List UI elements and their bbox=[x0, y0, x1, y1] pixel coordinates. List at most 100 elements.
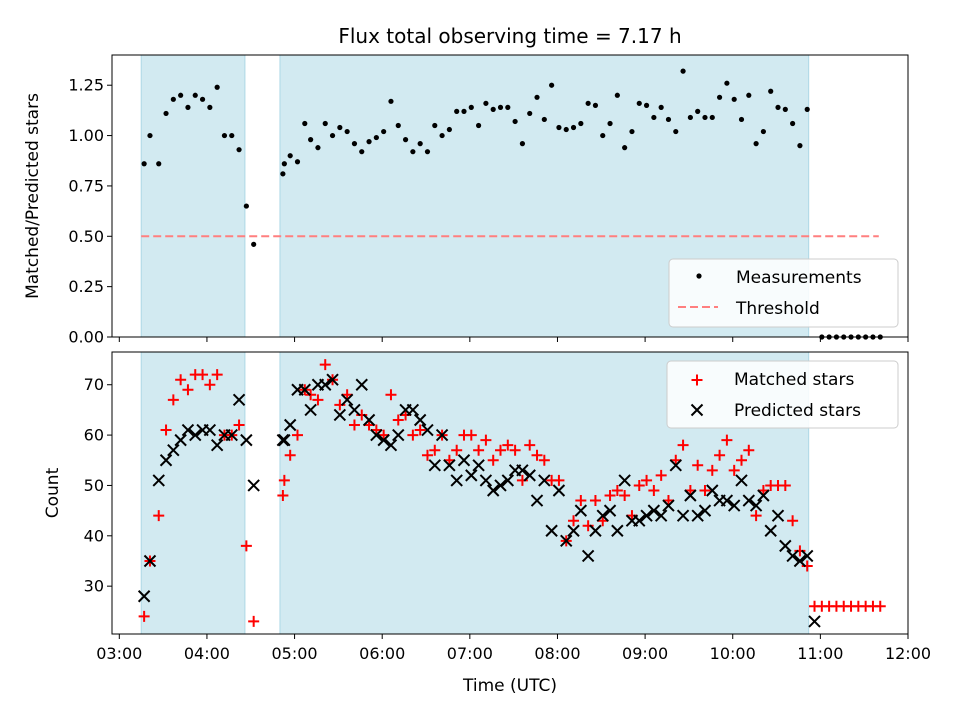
measurement-point bbox=[622, 145, 628, 151]
x-tick-label: 03:00 bbox=[96, 644, 142, 663]
predicted-point bbox=[159, 454, 173, 467]
measurement-point bbox=[731, 96, 737, 102]
measurement-point bbox=[665, 116, 672, 123]
matched-point bbox=[874, 600, 886, 612]
measurement-point bbox=[402, 137, 409, 143]
measurement-point bbox=[302, 120, 308, 127]
predicted-point bbox=[684, 489, 697, 502]
measurement-point bbox=[651, 114, 657, 121]
legend-box bbox=[666, 360, 899, 429]
measurement-point bbox=[329, 132, 336, 139]
predicted-point bbox=[596, 509, 609, 522]
measurement-points bbox=[141, 68, 883, 340]
x-tick-label: 09:00 bbox=[622, 644, 668, 663]
measurement-point bbox=[229, 132, 235, 139]
matched-point bbox=[611, 484, 623, 496]
matched-point bbox=[699, 484, 711, 496]
matched-point bbox=[407, 429, 419, 441]
legend-label: Threshold bbox=[735, 299, 820, 319]
predicted-point bbox=[225, 428, 238, 442]
y-tick-label: 0.75 bbox=[68, 176, 104, 195]
predicted-point bbox=[413, 413, 427, 427]
matched-point bbox=[248, 615, 260, 627]
matched-point bbox=[743, 444, 755, 456]
predicted-point bbox=[348, 403, 361, 417]
predicted-point bbox=[545, 524, 558, 537]
predicted-point bbox=[457, 454, 471, 467]
measurement-point bbox=[461, 108, 467, 114]
measurement-point bbox=[337, 124, 343, 131]
measurement-point bbox=[541, 116, 547, 123]
measurement-point bbox=[797, 143, 803, 149]
legend-matched-marker bbox=[691, 374, 703, 386]
measurement-point bbox=[141, 161, 147, 167]
legend-box bbox=[668, 258, 899, 328]
predicted-point bbox=[801, 549, 814, 563]
matched-point bbox=[153, 510, 165, 522]
predicted-point bbox=[370, 428, 383, 442]
chart-title: Flux total observing time = 7.17 h bbox=[338, 24, 681, 48]
predicted-point bbox=[676, 509, 690, 522]
matched-point bbox=[182, 384, 194, 396]
matched-point bbox=[421, 449, 433, 461]
predicted-point bbox=[698, 504, 712, 517]
measurement-point bbox=[344, 128, 350, 135]
y-tick-label: 30 bbox=[84, 577, 104, 596]
y-tick-label: 1.00 bbox=[68, 126, 104, 145]
predicted-point bbox=[181, 423, 195, 437]
matched-point bbox=[487, 454, 499, 466]
y-tick-label: 0.00 bbox=[68, 328, 104, 347]
measurement-point bbox=[221, 132, 228, 139]
matched-point bbox=[167, 394, 179, 406]
predicted-point bbox=[764, 524, 777, 537]
measurement-point bbox=[782, 106, 788, 112]
predicted-point bbox=[662, 499, 675, 512]
measurement-point bbox=[534, 94, 540, 100]
predicted-point bbox=[749, 499, 763, 512]
y-tick-label: 70 bbox=[84, 375, 104, 394]
predicted-point bbox=[443, 459, 456, 472]
matched-point bbox=[568, 515, 580, 527]
measurement-point bbox=[629, 128, 635, 135]
y-tick-label: 0.50 bbox=[68, 227, 104, 246]
x-tick-label: 07:00 bbox=[447, 644, 493, 663]
predicted-point bbox=[435, 428, 449, 442]
bottom-y-axis-ticks: 30 40 50 60 70 bbox=[84, 375, 112, 596]
predicted-point bbox=[319, 378, 332, 391]
legend-predicted-marker bbox=[690, 403, 704, 417]
predicted-point bbox=[691, 509, 704, 522]
predicted-point bbox=[278, 433, 291, 447]
matched-point bbox=[604, 490, 616, 502]
matched-point bbox=[392, 414, 404, 426]
matched-point bbox=[414, 424, 426, 436]
predicted-point bbox=[479, 474, 493, 487]
matched-point bbox=[706, 464, 718, 476]
y-tick-label: 50 bbox=[84, 476, 104, 495]
measurement-point bbox=[308, 137, 314, 143]
matched-point bbox=[655, 469, 667, 481]
measurement-point bbox=[768, 88, 774, 94]
legend-label: Measurements bbox=[736, 268, 862, 288]
shaded-interval bbox=[140, 351, 246, 635]
predicted-point bbox=[720, 494, 734, 507]
measurement-point bbox=[497, 104, 504, 110]
predicted-point bbox=[326, 373, 339, 386]
predicted-point bbox=[793, 554, 807, 568]
measurement-point bbox=[251, 241, 257, 247]
predicted-point bbox=[137, 590, 151, 603]
predicted-point bbox=[421, 423, 434, 437]
measurement-point bbox=[280, 171, 286, 177]
predicted-point bbox=[611, 524, 624, 537]
predicted-point bbox=[283, 418, 297, 432]
measurement-point bbox=[527, 110, 533, 117]
matched-point bbox=[465, 429, 477, 441]
predicted-point bbox=[174, 433, 187, 447]
predicted-point bbox=[581, 549, 595, 563]
top-y-axis-label: Matched/Predicted stars bbox=[23, 93, 43, 299]
measurement-point bbox=[607, 120, 613, 127]
measurement-point bbox=[636, 100, 642, 106]
measurement-point bbox=[410, 149, 416, 155]
predicted-point bbox=[276, 433, 290, 447]
predicted-point bbox=[406, 403, 420, 417]
